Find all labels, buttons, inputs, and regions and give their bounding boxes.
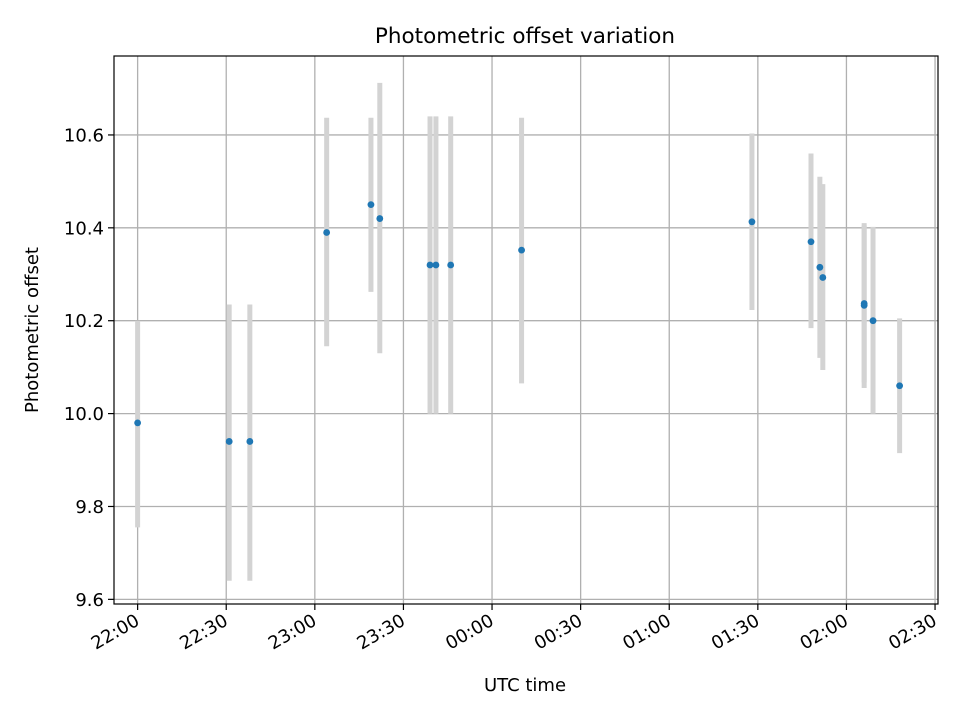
data-point: [246, 438, 254, 445]
y-axis-label: Photometric offset: [22, 247, 43, 413]
data-point: [869, 317, 877, 325]
data-point: [426, 261, 434, 269]
data-point: [225, 438, 233, 445]
y-tick-label: 10.2: [64, 311, 104, 332]
data-point: [748, 218, 756, 226]
data-point: [134, 419, 142, 427]
data-point: [447, 261, 455, 269]
data-point: [860, 301, 868, 309]
y-tick-label: 9.6: [75, 590, 104, 611]
data-point: [896, 382, 904, 390]
data-point: [518, 246, 525, 254]
y-tick-label: 10.0: [64, 404, 104, 425]
data-point: [367, 201, 375, 209]
y-axis-ticks: 9.6 9.8 10.0 10.2 10.4 10.6: [64, 125, 114, 611]
x-axis-label: UTC time: [484, 675, 566, 696]
y-tick-label: 9.8: [75, 497, 104, 518]
data-point: [432, 261, 440, 269]
plot-area: [114, 56, 938, 604]
data-point: [816, 263, 824, 271]
data-point: [807, 238, 815, 246]
y-tick-label: 10.6: [64, 125, 104, 146]
plot-frame: [113, 55, 939, 605]
data-point: [819, 274, 827, 281]
data-point: [376, 215, 384, 222]
data-points: [134, 201, 904, 445]
data-point: [323, 229, 331, 236]
chart-title: Photometric offset variation: [375, 24, 675, 49]
y-tick-label: 10.4: [64, 218, 104, 239]
